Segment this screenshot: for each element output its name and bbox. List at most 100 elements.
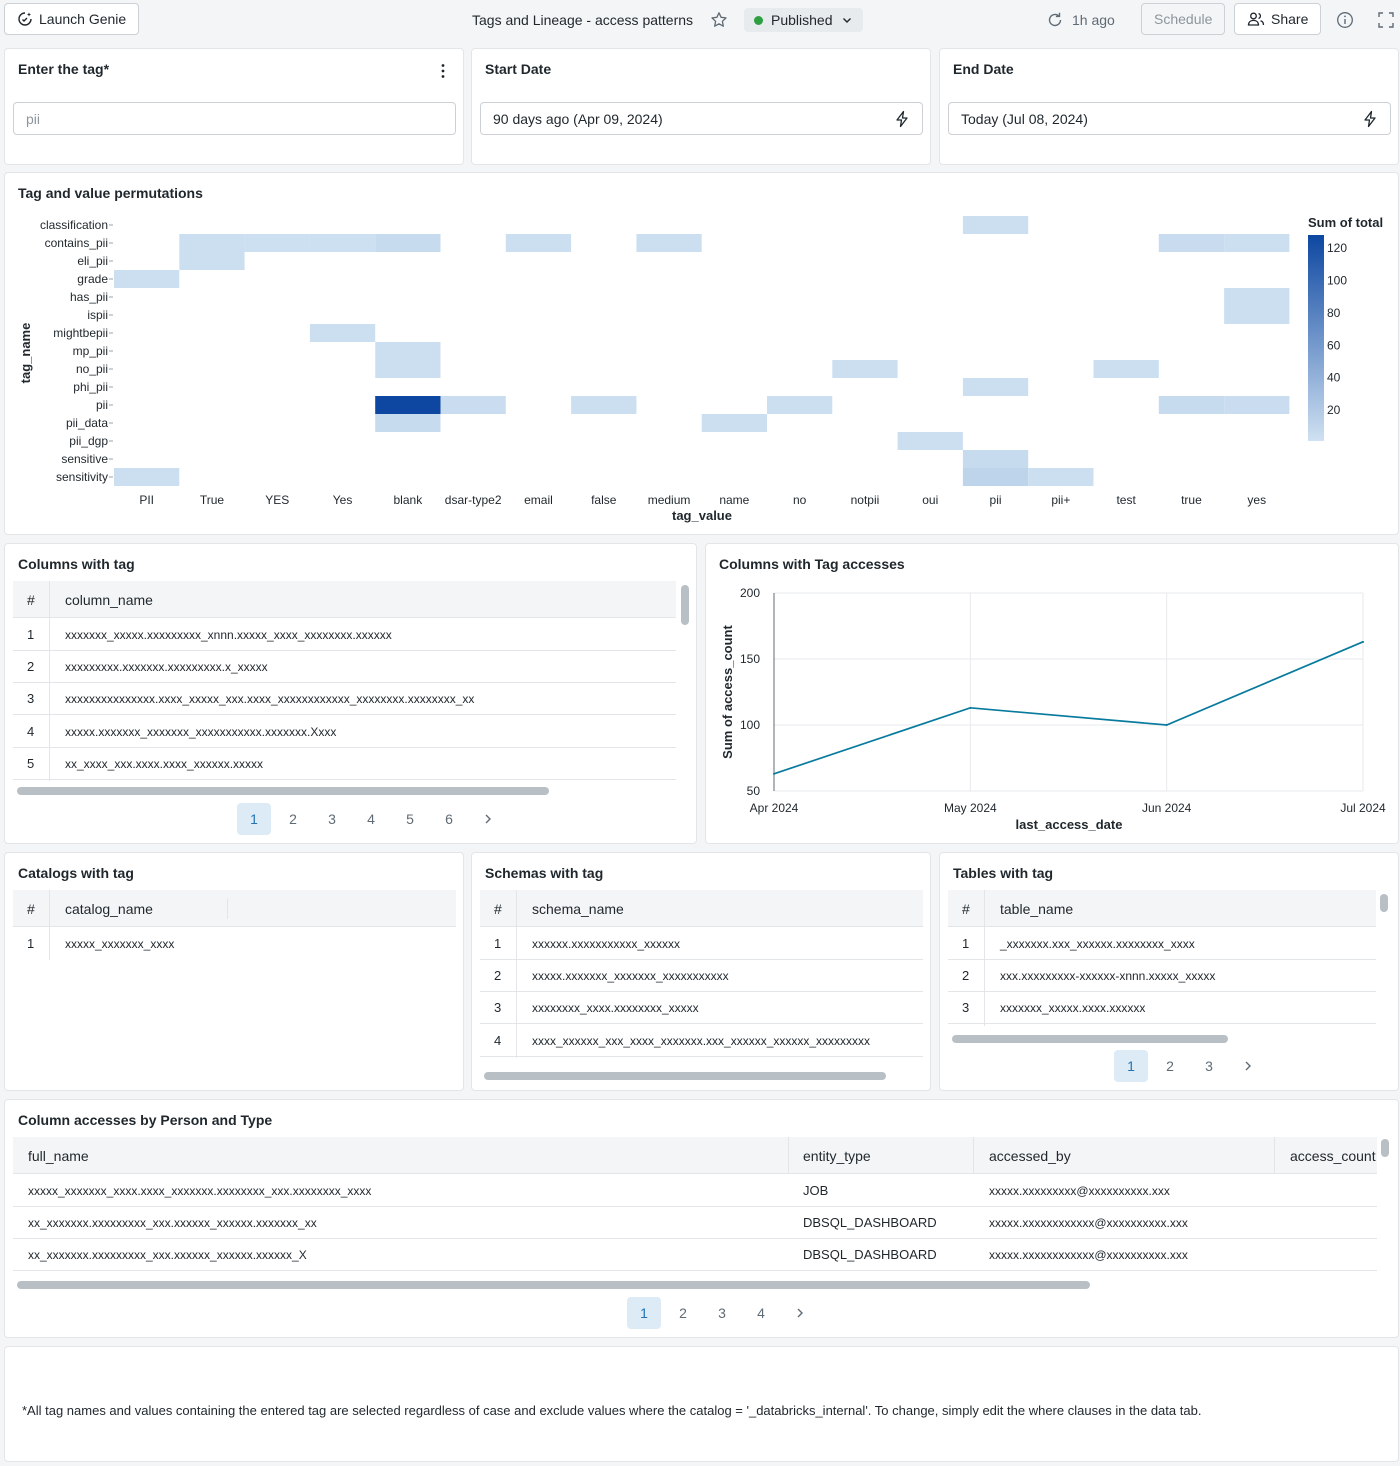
heatmap-cell: [309, 234, 376, 252]
line-data-point: [969, 706, 972, 709]
page-3-button[interactable]: 3: [1205, 1058, 1213, 1074]
vertical-scrollbar[interactable]: [1381, 1139, 1389, 1157]
start-date-value: 90 days ago (Apr 09, 2024): [493, 110, 663, 127]
table-row[interactable]: 2 xxxxxxxxx.xxxxxxx.xxxxxxxxx.x_xxxxx: [13, 651, 676, 683]
table-row[interactable]: 1 xxxxxxx_xxxxx.xxxxxxxxx_xnnn.xxxxx_xxxx…: [13, 619, 676, 651]
table-row[interactable]: 1 xxxxxx.xxxxxxxxxxx_xxxxxx: [480, 928, 923, 960]
accesses-table-title: Column accesses by Person and Type: [18, 1112, 273, 1128]
page-2-button[interactable]: 2: [679, 1305, 687, 1321]
lightning-icon[interactable]: [1362, 110, 1378, 128]
page-6-button[interactable]: 6: [445, 811, 453, 827]
table-row[interactable]: 4 xxxx_xxxxxx_xxx_xxxx_xxxxxxx.xxx_xxxxxx…: [480, 1025, 923, 1057]
table-row[interactable]: 1 xxxxx_xxxxxxx_xxxx: [13, 928, 456, 960]
line-chart: 50 100 150 200 Apr 2024 May 2024 Jun 2024 Jul 2…: [720, 586, 1386, 832]
table-row[interactable]: 3 xxxxxxx_xxxxx.xxxx.xxxxxx: [948, 992, 1376, 1024]
next-page-button[interactable]: [471, 803, 505, 835]
line-x-tick-label: Apr 2024: [750, 801, 799, 815]
star-icon[interactable]: [710, 11, 728, 29]
heatmap-cell: [114, 468, 180, 486]
header-access-count[interactable]: access_count: [1290, 1148, 1376, 1164]
schemas-table: # schema_name 1 xxxxxx.xxxxxxxxxxx_xxxxxx…: [480, 890, 923, 1085]
refresh-icon[interactable]: [1046, 11, 1064, 29]
heatmap-y-tick-label: classification: [40, 218, 108, 232]
page-1-button[interactable]: 1: [237, 803, 271, 835]
fullscreen-icon[interactable]: [1377, 11, 1395, 29]
header-column-name[interactable]: column_name: [65, 592, 153, 608]
table-row[interactable]: 2 xxxxx.xxxxxxx_xxxxxxx_xxxxxxxxxxx: [480, 960, 923, 992]
table-row[interactable]: 5 xx_xxxx_xxx.xxxx.xxxx_xxxxxx.xxxxx: [13, 748, 676, 780]
page-4-button[interactable]: 4: [367, 811, 375, 827]
columns-pagination: 1 2 3 4 5 6: [237, 803, 510, 835]
columns-table: # column_name 1 xxxxxxx_xxxxx.xxxxxxxxx_x…: [13, 581, 694, 799]
table-header: full_name entity_type accessed_by access…: [13, 1137, 1377, 1174]
table-row[interactable]: 3 xxxxxxxx_xxxx.xxxxxxxx_xxxxx: [480, 992, 923, 1024]
header-catalog-name[interactable]: catalog_name: [65, 901, 153, 917]
publish-status-label: Published: [771, 12, 833, 28]
heatmap-cell: [114, 270, 180, 288]
horizontal-scrollbar[interactable]: [952, 1035, 1228, 1043]
header-schema-name[interactable]: schema_name: [532, 901, 624, 917]
heatmap-x-tick-label: pii: [990, 493, 1002, 507]
next-page-button[interactable]: [1231, 1050, 1265, 1082]
table-row[interactable]: 4 xxxxx.xxxxxxx_xxxxxxx_xxxxxxxxxxx.xxxxx…: [13, 716, 676, 748]
heatmap-y-tick-label: pii_dgp: [69, 434, 108, 448]
heatmap-cell: [1224, 396, 1290, 414]
tables-table-panel: Tables with tag # table_name 1 _xxxxxxx.x…: [939, 852, 1399, 1091]
heatmap-x-tick-label: medium: [648, 493, 691, 507]
launch-genie-button[interactable]: Launch Genie: [4, 3, 140, 35]
page-2-button[interactable]: 2: [289, 811, 297, 827]
publish-status-dropdown[interactable]: Published: [744, 8, 863, 32]
horizontal-scrollbar[interactable]: [17, 787, 549, 795]
vertical-scrollbar[interactable]: [681, 585, 689, 625]
page-4-button[interactable]: 4: [757, 1305, 765, 1321]
header-table-name[interactable]: table_name: [1000, 901, 1074, 917]
heatmap-x-tick-label: test: [1116, 493, 1136, 507]
column-name-cell: xxxxx.xxxxxxx_xxxxxxx_xxxxxxxxxxx.xxxxxx…: [65, 725, 337, 739]
tag-filter-panel: Enter the tag* pii: [4, 48, 464, 165]
heatmap-y-tick-label: mightbepii: [53, 326, 108, 340]
last-refreshed-text: 1h ago: [1072, 12, 1115, 28]
column-divider: [984, 890, 985, 1026]
page-2-button[interactable]: 2: [1166, 1058, 1174, 1074]
line-y-tick-label: 100: [740, 718, 760, 732]
share-button[interactable]: Share: [1234, 3, 1322, 35]
table-row[interactable]: xxxxx_xxxxxxx_xxxx.xxxx_xxxxxxx.xxxxxxxx…: [13, 1175, 1377, 1207]
accessed-by-cell: xxxxx.xxxxxxxxxxxx@xxxxxxxxxx.xxx: [989, 1248, 1188, 1262]
header-entity-type[interactable]: entity_type: [803, 1148, 871, 1164]
info-icon[interactable]: [1336, 11, 1354, 29]
kebab-menu-icon[interactable]: [435, 62, 451, 80]
page-1-button[interactable]: 1: [627, 1297, 661, 1329]
horizontal-scrollbar[interactable]: [17, 1281, 1090, 1289]
published-dot-icon: [754, 15, 763, 25]
heatmap-x-axis-title: tag_value: [672, 508, 732, 523]
header-index: #: [27, 592, 35, 608]
heatmap-x-tick-label: false: [591, 493, 617, 507]
table-row[interactable]: 2 xxx.xxxxxxxxx-xxxxxx-xnnn.xxxxx_xxxxx: [948, 960, 1376, 992]
table-row[interactable]: xx_xxxxxxx.xxxxxxxxx_xxx.xxxxxx_xxxxxx.x…: [13, 1239, 1377, 1271]
column-divider: [49, 581, 50, 781]
page-3-button[interactable]: 3: [328, 811, 336, 827]
page-1-button[interactable]: 1: [1114, 1050, 1148, 1082]
horizontal-scrollbar[interactable]: [484, 1072, 886, 1080]
next-page-button[interactable]: [783, 1297, 817, 1329]
column-name-cell: xxxxxxxxx.xxxxxxx.xxxxxxxxx.x_xxxxx: [65, 660, 268, 674]
start-date-picker[interactable]: 90 days ago (Apr 09, 2024): [480, 102, 923, 135]
end-date-picker[interactable]: Today (Jul 08, 2024): [948, 102, 1391, 135]
lightning-icon[interactable]: [894, 110, 910, 128]
columns-table-panel: Columns with tag # column_name 1 xxxxxxx_…: [4, 543, 697, 844]
table-row[interactable]: xx_xxxxxxx.xxxxxxxxx_xxx.xxxxxx_xxxxxx.x…: [13, 1207, 1377, 1239]
tag-input[interactable]: pii: [13, 102, 456, 135]
page-5-button[interactable]: 5: [406, 811, 414, 827]
vertical-scrollbar[interactable]: [1380, 894, 1388, 912]
heatmap-x-tick-label: yes: [1247, 493, 1266, 507]
tag-filter-label: Enter the tag*: [18, 61, 110, 77]
column-name-cell: xx_xxxx_xxx.xxxx.xxxx_xxxxxx.xxxxx: [65, 757, 264, 771]
header-accessed-by[interactable]: accessed_by: [989, 1148, 1071, 1164]
header-full-name[interactable]: full_name: [28, 1148, 89, 1164]
page-3-button[interactable]: 3: [718, 1305, 726, 1321]
table-row[interactable]: 3 xxxxxxxxxxxxxxx.xxxx_xxxxx_xxx.xxxx_xxx…: [13, 683, 676, 715]
schedule-button[interactable]: Schedule: [1141, 3, 1226, 35]
line-data-point: [773, 772, 775, 775]
table-row[interactable]: 1 _xxxxxxx.xxx_xxxxxx.xxxxxxxx_xxxx: [948, 928, 1376, 960]
